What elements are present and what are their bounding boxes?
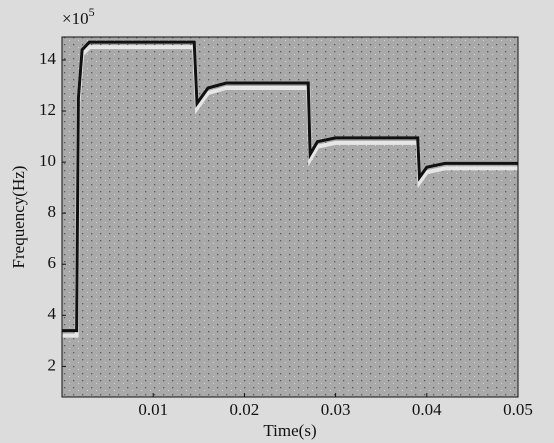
x-tick-label: 0.05 xyxy=(503,400,533,419)
y-axis-label: Frequency(Hz) xyxy=(9,166,28,269)
plot-frame xyxy=(61,36,519,398)
ridge-line xyxy=(62,40,518,333)
y-scale-exponent: 5 xyxy=(89,5,95,19)
y-tick-label: 8 xyxy=(48,202,57,221)
x-tick-label: 0.02 xyxy=(230,400,260,419)
y-tick-label: 6 xyxy=(48,253,57,272)
y-tick-label: 2 xyxy=(48,355,57,374)
y-tick-label: 4 xyxy=(48,304,57,323)
plot-area xyxy=(62,37,518,397)
y-scale-base: ×10 xyxy=(62,9,89,28)
x-tick-label: 0.04 xyxy=(412,400,442,419)
y-tick-label: 12 xyxy=(39,100,56,119)
x-tick-label: 0.03 xyxy=(321,400,351,419)
x-tick-label: 0.01 xyxy=(138,400,168,419)
y-tick-label: 10 xyxy=(39,151,56,170)
x-axis-label: Time(s) xyxy=(263,421,316,440)
y-scale: ×105 xyxy=(62,5,95,28)
y-tick-label: 14 xyxy=(39,49,57,68)
